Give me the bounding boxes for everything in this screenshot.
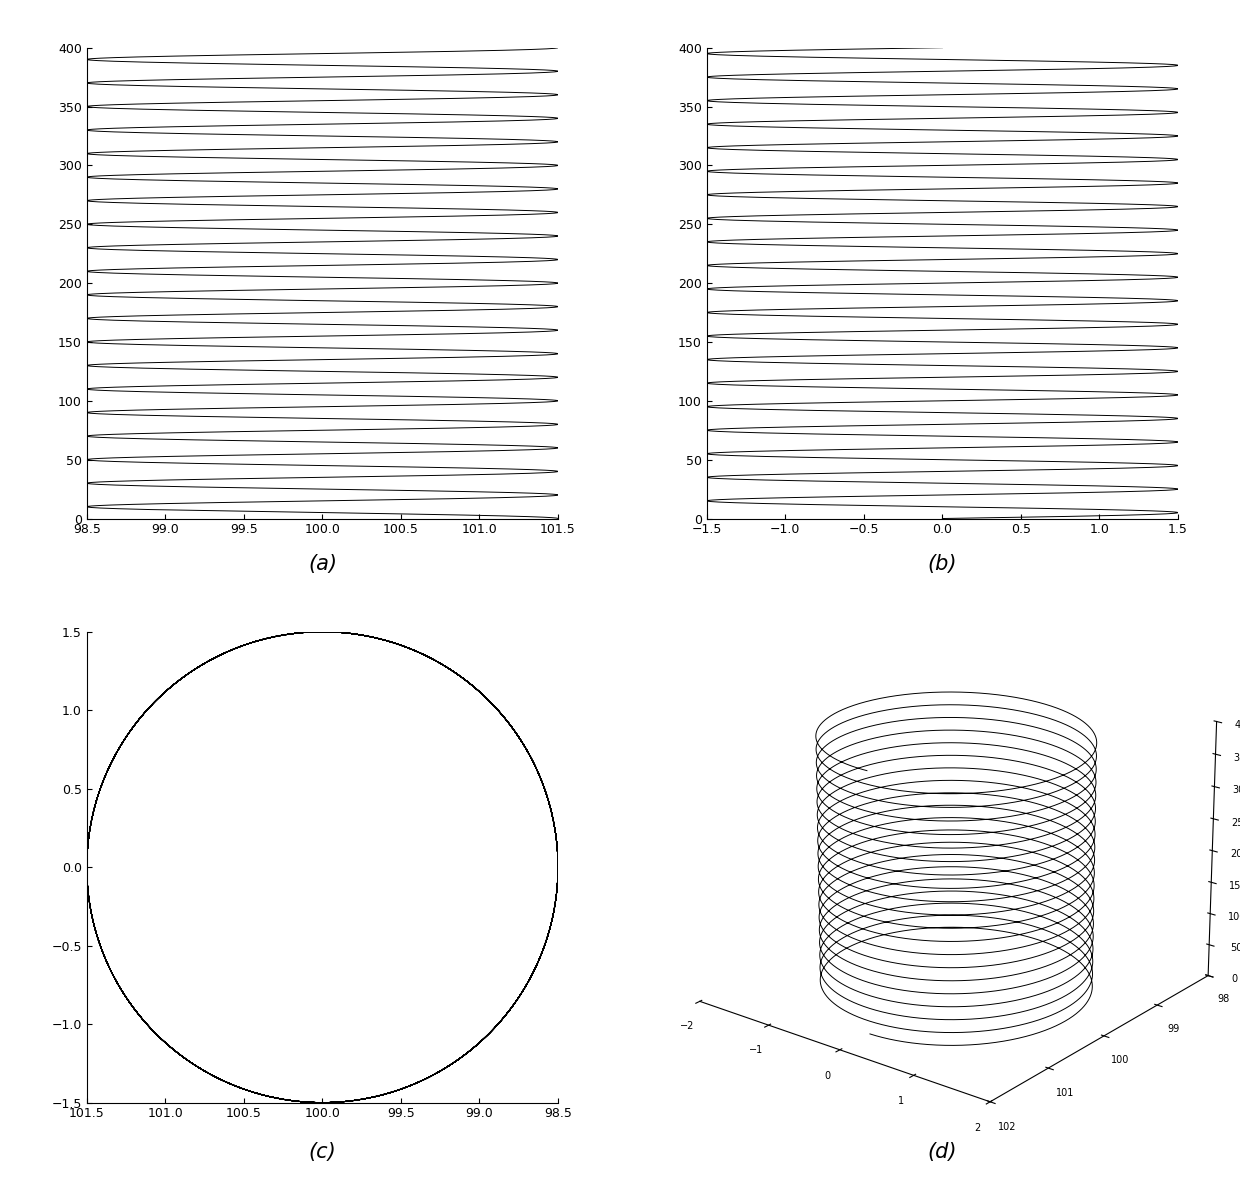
Text: (d): (d) <box>928 1142 957 1162</box>
Text: (c): (c) <box>309 1142 336 1162</box>
Text: (a): (a) <box>308 554 337 575</box>
Text: (b): (b) <box>928 554 957 575</box>
